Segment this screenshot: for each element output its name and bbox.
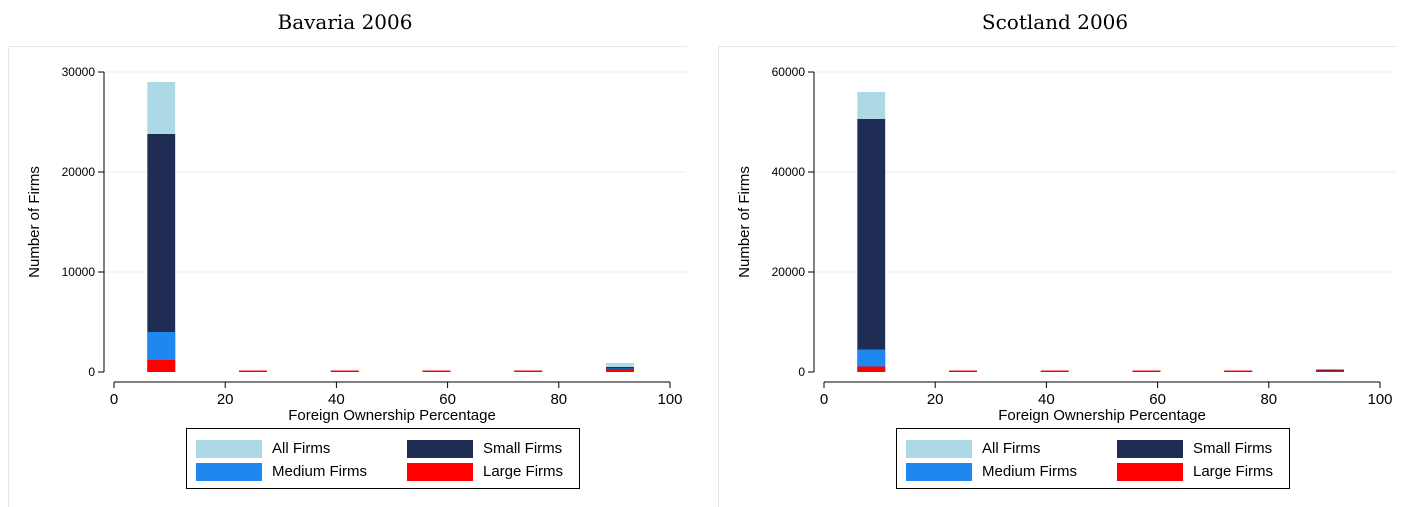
legend-label-small: Small Firms <box>483 440 563 457</box>
y-tick-label: 0 <box>798 365 805 379</box>
x-tick-label: 40 <box>328 391 345 408</box>
legend-swatch-all <box>196 440 262 458</box>
x-axis-label: Foreign Ownership Percentage <box>288 407 496 424</box>
x-tick-label: 60 <box>1149 391 1166 408</box>
chart-title: Scotland 2006 <box>981 10 1129 34</box>
legend-swatch-large <box>407 463 473 481</box>
bar-large <box>239 370 267 372</box>
legend-swatch-all <box>906 440 972 458</box>
legend-swatch-medium <box>196 463 262 481</box>
bar-large <box>1224 370 1253 372</box>
legend: All Firms Small Firms Medium Firms Large… <box>896 428 1290 489</box>
bar-large <box>857 366 886 372</box>
legend-label-medium: Medium Firms <box>982 463 1078 480</box>
x-tick-label: 0 <box>110 391 118 408</box>
legend-swatch-small <box>407 440 473 458</box>
bar-large <box>330 370 359 372</box>
chart-panel-scotland: Scotland 2006 0 20000 40000 60000 0 20 40 60 80 1… <box>710 0 1400 507</box>
x-tick-label: 0 <box>820 391 828 408</box>
legend-swatch-medium <box>906 463 972 481</box>
bar-medium <box>857 349 886 372</box>
y-tick-label: 60000 <box>772 65 806 79</box>
bar-large <box>949 370 977 372</box>
y-tick-label: 0 <box>88 365 95 379</box>
legend-label-small: Small Firms <box>1193 440 1273 457</box>
bar-small <box>857 119 886 372</box>
x-tick-label: 100 <box>1367 391 1392 408</box>
y-tick-label: 30000 <box>62 65 96 79</box>
y-axis-label: Number of Firms <box>736 166 753 278</box>
chart-plot-scotland: 0 20000 40000 60000 0 20 40 60 80 100 Foreign Owne… <box>736 65 1396 424</box>
legend-label-all: All Firms <box>272 440 331 457</box>
legend-label-large: Large Firms <box>1193 463 1274 480</box>
y-tick-label: 40000 <box>772 165 806 179</box>
bar-large <box>147 360 176 372</box>
bar-large <box>422 370 451 372</box>
bar-large <box>1316 370 1344 372</box>
x-axis-label: Foreign Ownership Percentage <box>998 407 1206 424</box>
chart-plot-bavaria: 0 10000 20000 30000 0 20 40 60 80 100 Foreign Owne… <box>26 65 686 424</box>
bar-large <box>1132 370 1161 372</box>
legend-swatch-small <box>1117 440 1183 458</box>
legend-label-all: All Firms <box>982 440 1041 457</box>
plot-frame <box>718 46 1397 507</box>
chart-panel-bavaria: Bavaria 2006 0 10000 20000 30000 0 20 40 60 80 10… <box>0 0 690 507</box>
x-tick-label: 80 <box>550 391 567 408</box>
y-axis-label: Number of Firms <box>26 166 43 278</box>
x-tick-label: 100 <box>657 391 682 408</box>
legend-label-large: Large Firms <box>483 463 564 480</box>
y-tick-label: 10000 <box>62 265 96 279</box>
legend-label-medium: Medium Firms <box>272 463 368 480</box>
y-tick-label: 20000 <box>62 165 96 179</box>
x-tick-label: 20 <box>217 391 234 408</box>
x-tick-label: 80 <box>1260 391 1277 408</box>
plot-frame <box>8 46 687 507</box>
x-tick-label: 40 <box>1038 391 1055 408</box>
bar-large <box>514 370 543 372</box>
bar-large <box>606 369 634 372</box>
y-tick-label: 20000 <box>772 265 806 279</box>
legend: All Firms Small Firms Medium Firms Large… <box>186 428 580 489</box>
bar-large <box>1040 370 1069 372</box>
legend-swatch-large <box>1117 463 1183 481</box>
chart-title: Bavaria 2006 <box>277 10 413 34</box>
x-tick-label: 60 <box>439 391 456 408</box>
x-tick-label: 20 <box>927 391 944 408</box>
